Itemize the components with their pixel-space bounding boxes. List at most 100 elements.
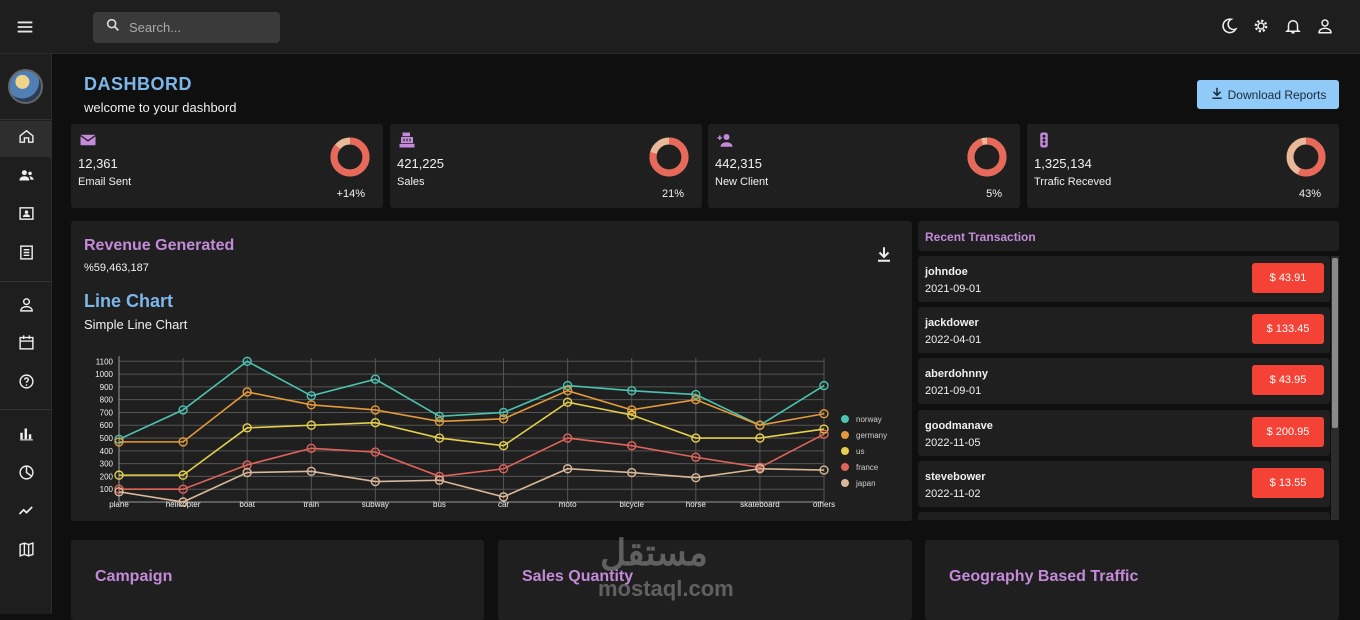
- transaction-amount[interactable]: $ 43.91: [1252, 263, 1324, 293]
- notifications-icon[interactable]: [1284, 17, 1302, 35]
- download-icon[interactable]: [875, 245, 893, 263]
- data-point[interactable]: [627, 386, 637, 396]
- progress-ring: [1286, 137, 1326, 177]
- data-point[interactable]: [819, 429, 829, 439]
- data-point[interactable]: [627, 410, 637, 420]
- data-point[interactable]: [178, 405, 188, 415]
- sidebar-item-dashboard[interactable]: [0, 121, 52, 157]
- data-point[interactable]: [178, 497, 188, 507]
- y-tick-label: 800: [100, 396, 114, 405]
- data-point[interactable]: [819, 380, 829, 391]
- card-title: Campaign: [95, 568, 173, 585]
- transaction-user: johndoe: [925, 266, 968, 278]
- data-point[interactable]: [306, 400, 316, 410]
- data-point[interactable]: [114, 487, 124, 497]
- sidebar-item-line-chart[interactable]: [0, 495, 52, 531]
- data-point[interactable]: [691, 433, 701, 443]
- data-point[interactable]: [178, 484, 188, 494]
- data-point[interactable]: [627, 467, 637, 478]
- sidebar-item-profile[interactable]: [0, 289, 52, 325]
- data-point[interactable]: [691, 472, 701, 483]
- people-icon: [18, 167, 35, 189]
- sidebar-item-team[interactable]: [0, 160, 52, 196]
- data-point[interactable]: [562, 397, 573, 407]
- profile-icon[interactable]: [1316, 17, 1334, 35]
- data-point[interactable]: [819, 409, 829, 419]
- data-point[interactable]: [755, 433, 765, 443]
- data-point[interactable]: [306, 466, 316, 476]
- data-point[interactable]: [627, 441, 637, 451]
- data-point[interactable]: [434, 433, 445, 443]
- data-point[interactable]: [178, 470, 188, 480]
- transactions-list[interactable]: johndoe 2021-09-01 $ 43.91 jackdower 202…: [918, 256, 1339, 520]
- data-point[interactable]: [434, 411, 445, 421]
- sidebar-item-contacts[interactable]: [0, 198, 52, 234]
- sidebar-item-invoices[interactable]: [0, 237, 52, 273]
- data-point[interactable]: [819, 424, 829, 434]
- data-point[interactable]: [370, 447, 381, 457]
- settings-icon[interactable]: [1252, 17, 1270, 35]
- data-point[interactable]: [242, 387, 252, 397]
- data-point[interactable]: [114, 470, 124, 480]
- data-point[interactable]: [627, 405, 637, 415]
- data-point[interactable]: [370, 417, 381, 428]
- data-point[interactable]: [755, 420, 765, 430]
- transaction-amount[interactable]: $ 200.95: [1252, 417, 1324, 447]
- top-bar: [0, 0, 1360, 54]
- dark-mode-icon[interactable]: [1220, 17, 1238, 35]
- data-point[interactable]: [819, 465, 829, 475]
- download-reports-button[interactable]: Download Reports: [1197, 80, 1339, 109]
- data-point[interactable]: [562, 433, 573, 443]
- transaction-amount[interactable]: $ 133.45: [1252, 314, 1324, 344]
- data-point[interactable]: [498, 464, 509, 474]
- data-point[interactable]: [242, 467, 252, 478]
- transactions-header: Recent Transaction: [918, 221, 1339, 251]
- data-point[interactable]: [306, 420, 316, 430]
- data-point[interactable]: [114, 434, 124, 445]
- data-point[interactable]: [498, 492, 509, 502]
- geography-traffic-card: Geography Based Traffic: [925, 540, 1339, 620]
- sidebar-item-calendar[interactable]: [0, 327, 52, 363]
- sidebar-item-pie-chart[interactable]: [0, 457, 52, 493]
- data-point[interactable]: [306, 391, 316, 401]
- data-point[interactable]: [370, 476, 381, 487]
- menu-icon[interactable]: [14, 16, 36, 38]
- data-point[interactable]: [434, 475, 445, 485]
- data-point[interactable]: [755, 464, 765, 474]
- data-point[interactable]: [562, 464, 573, 474]
- data-point[interactable]: [691, 389, 701, 400]
- data-point[interactable]: [114, 437, 124, 447]
- scrollbar-thumb[interactable]: [1332, 258, 1338, 428]
- avatar[interactable]: [8, 69, 43, 104]
- transaction-amount[interactable]: $ 43.95: [1252, 365, 1324, 395]
- data-point[interactable]: [434, 416, 445, 427]
- data-point[interactable]: [114, 484, 124, 494]
- data-point[interactable]: [498, 414, 509, 424]
- data-point[interactable]: [562, 380, 573, 391]
- sidebar-item-bar-chart[interactable]: [0, 418, 52, 454]
- revenue-card: Revenue Generated %59,463,187 Line Chart…: [71, 221, 912, 521]
- data-point[interactable]: [242, 356, 252, 366]
- data-point[interactable]: [691, 394, 701, 405]
- data-point[interactable]: [691, 452, 701, 462]
- list-item: stevebower 2022-11-02 $ 13.55: [918, 461, 1330, 507]
- y-tick-label: 400: [100, 447, 114, 456]
- scrollbar[interactable]: [1331, 256, 1339, 520]
- data-point[interactable]: [562, 386, 573, 396]
- data-point[interactable]: [370, 405, 381, 415]
- data-point[interactable]: [370, 374, 381, 384]
- data-point[interactable]: [306, 443, 316, 453]
- data-point[interactable]: [242, 423, 252, 433]
- y-tick-label: 100: [100, 485, 114, 494]
- data-point[interactable]: [178, 437, 188, 447]
- data-point[interactable]: [498, 407, 509, 418]
- search-box[interactable]: [93, 12, 280, 43]
- sidebar-item-geography[interactable]: [0, 534, 52, 570]
- transaction-user: stevebower: [925, 471, 986, 483]
- search-input[interactable]: [129, 20, 269, 35]
- transaction-user: aberdohnny: [925, 368, 988, 380]
- data-point[interactable]: [498, 441, 509, 451]
- transaction-amount[interactable]: $ 13.55: [1252, 468, 1324, 498]
- page-title: DASHBORD: [84, 74, 193, 94]
- sidebar-item-faq[interactable]: [0, 366, 52, 402]
